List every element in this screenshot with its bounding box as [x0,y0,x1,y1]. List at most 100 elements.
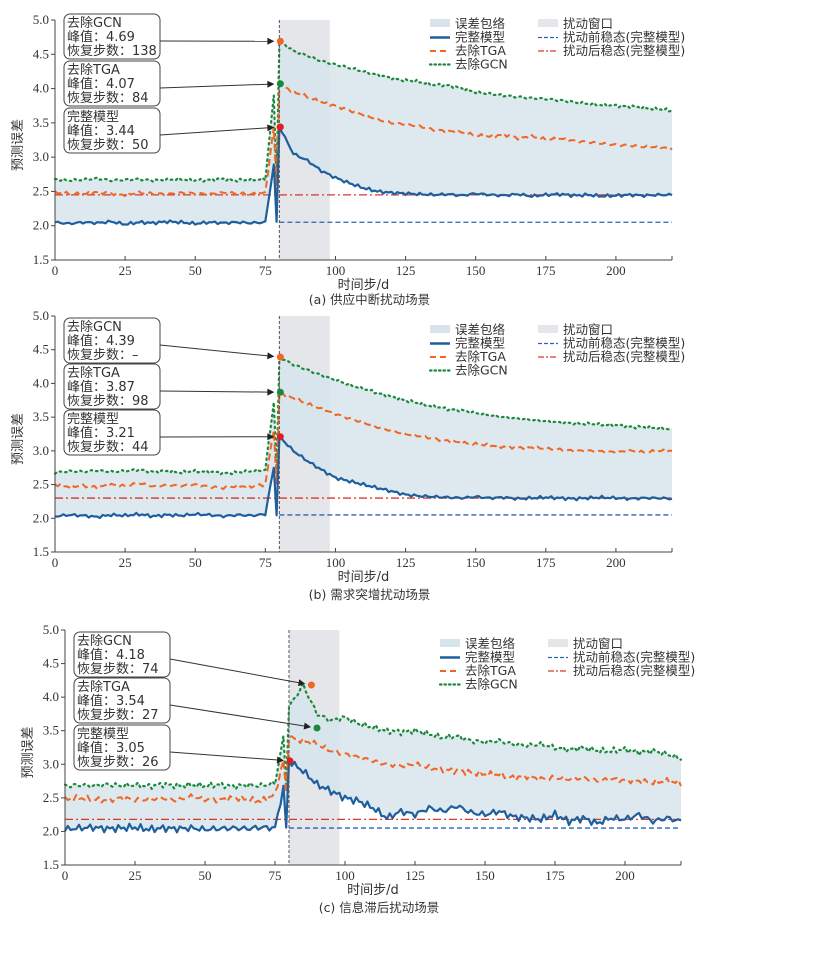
series-line-full [64,759,682,834]
y-tick-label: 1.5 [33,544,49,559]
legend-swatch-window [538,19,558,27]
peak-marker [276,388,284,396]
x-tick-label: 75 [259,555,272,570]
series-line-tga [54,82,673,197]
legend-label-envelope: 误差包络 [455,16,506,31]
arrow-head-icon [276,756,285,764]
peak-marker [276,123,284,131]
peak-marker [276,353,284,361]
panel-caption: (a) 供应中断扰动场景 [309,292,430,307]
x-tick-label: 0 [52,555,59,570]
y-tick-label: 4.5 [33,342,49,357]
x-axis-label: 时间步/d [338,278,390,293]
annotation-box [73,724,171,771]
arrow-head-icon [303,722,312,730]
annotation-recovery: 恢复步数：84 [67,91,149,106]
legend-label-post: 扰动后稳态(完整模型) [573,663,695,678]
peak-marker [276,80,284,88]
x-tick-label: 0 [52,263,59,278]
x-tick-label: 175 [536,555,556,570]
annotation-peak: 峰值：3.21 [67,425,135,441]
annotation-peak: 峰值：3.05 [77,740,145,756]
annotation-arrow [169,704,306,727]
y-tick-label: 1.5 [43,857,59,872]
x-tick-label: 50 [189,263,202,278]
annotation-arrow [169,751,279,761]
x-tick-label: 0 [62,868,69,883]
series-line-full [54,125,673,226]
annotation-peak: 峰值：4.39 [67,333,135,349]
peak-marker [307,681,315,689]
arrow-head-icon [267,352,275,360]
legend-label-window: 扰动窗口 [563,322,613,337]
peak-marker [276,433,284,441]
legend-label-post: 扰动后稳态(完整模型) [563,43,685,58]
peak-marker [313,724,321,732]
annotation-recovery: 恢复步数：44 [67,440,149,455]
legend-label-gcn: 去除GCN [465,677,518,692]
annotation-model: 完整模型 [67,412,119,427]
annotation-recovery: 恢复步数：74 [77,662,159,677]
legend-label-post: 扰动后稳态(完整模型) [563,349,685,364]
annotation-model: 完整模型 [77,727,129,742]
x-tick-label: 200 [615,868,635,883]
x-tick-label: 125 [396,555,416,570]
series-line-gcn [53,356,674,476]
y-axis-label: 预测误差 [11,119,26,171]
x-tick-label: 150 [466,263,486,278]
legend-label-tga: 去除TGA [455,349,506,364]
error-envelope [65,683,681,833]
x-tick-label: 25 [119,555,132,570]
annotation-box [63,409,161,456]
legend-label-envelope: 误差包络 [465,636,516,651]
y-axis-label: 预测误差 [11,413,26,465]
y-tick-label: 3.0 [43,756,59,771]
legend-label-tga: 去除TGA [455,43,506,58]
legend-label-tga: 去除TGA [465,663,516,678]
annotation-box [63,60,161,107]
annotation-box [63,107,161,154]
x-tick-label: 50 [189,555,202,570]
y-tick-label: 3.5 [33,409,49,424]
annotation-recovery: 恢复步数：98 [67,394,149,409]
panel-caption: (b) 需求突增扰动场景 [309,587,431,602]
annotation-box [63,317,161,364]
y-tick-label: 2.5 [43,790,59,805]
y-tick-label: 2.0 [43,823,59,838]
annotation-peak: 峰值：4.69 [67,29,135,45]
legend-label-window: 扰动窗口 [573,636,623,651]
annotation-box [73,631,171,678]
y-tick-label: 3.0 [33,149,49,164]
legend-label-pre: 扰动前稳态(完整模型) [563,336,685,351]
annotation-model: 去除GCN [67,16,122,31]
annotation-recovery: 恢复步数：26 [77,755,159,770]
annotation-model: 去除GCN [77,634,132,649]
arrow-head-icon [267,37,275,45]
y-tick-label: 2.5 [33,477,49,492]
y-tick-label: 5.0 [43,622,59,637]
annotation-arrow [159,83,269,89]
annotation-box [73,677,171,724]
arrow-head-icon [267,124,275,132]
series-line-tga [54,391,673,491]
y-tick-label: 1.5 [33,252,49,267]
y-tick-label: 3.5 [33,115,49,130]
annotation-peak: 峰值：3.54 [77,693,145,709]
annotation-model: 去除TGA [67,366,120,381]
annotation-model: 去除TGA [67,63,120,78]
y-tick-label: 5.0 [33,308,49,323]
legend-swatch-window [548,639,568,647]
annotation-arrow [159,127,269,136]
annotation-recovery: 恢复步数：– [67,348,139,363]
error-envelope [55,357,672,518]
y-tick-label: 2.0 [33,510,49,525]
y-tick-label: 4.5 [33,46,49,61]
legend-label-full: 完整模型 [465,650,515,665]
y-axis-label: 预测误差 [21,726,36,778]
